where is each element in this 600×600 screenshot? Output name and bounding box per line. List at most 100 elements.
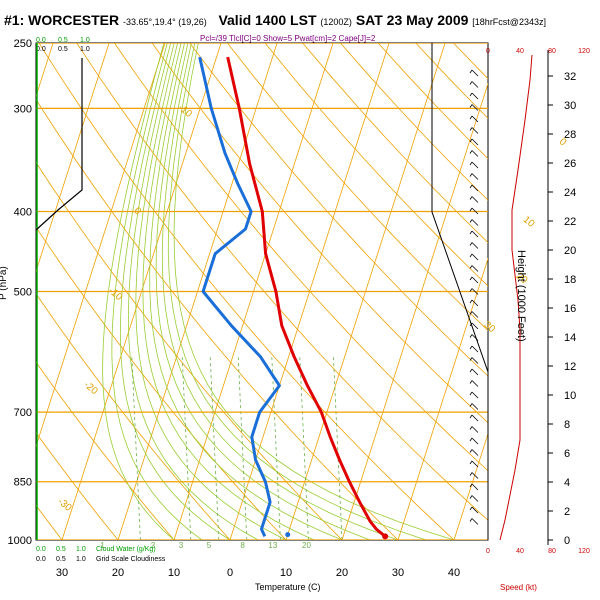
series-line-dewpoint <box>198 56 281 538</box>
isotherm-line <box>453 432 488 540</box>
x-axis-label: Temperature (C) <box>255 582 321 592</box>
wind-barb <box>469 69 479 77</box>
top-green-tick: 0.5 <box>58 37 68 44</box>
skew-temp-label: 0 <box>132 205 144 217</box>
top-black-tick: 1.0 <box>80 46 90 53</box>
wind-barb <box>469 299 479 307</box>
title-valid: Valid 1400 LST <box>218 12 317 28</box>
wind-barb <box>469 184 479 192</box>
mixing-ratio-line <box>131 356 141 540</box>
height-axis-label: Height (1000 Feet) <box>515 250 527 342</box>
speed-tick-bottom: 40 <box>516 548 524 555</box>
wind-speed-line <box>499 54 533 541</box>
title-utc: (1200Z) <box>320 17 352 27</box>
grid-cloudiness-tick: 0.0 <box>36 556 46 563</box>
wind-barb <box>469 518 479 525</box>
mixing-ratio-label: 13 <box>268 541 277 550</box>
speed-tick-bottom: 80 <box>548 548 556 555</box>
cloud-water-tick: 1.0 <box>76 546 86 553</box>
height-tick-label: 32 <box>564 71 576 83</box>
height-tick-label: 30 <box>564 100 576 112</box>
y-tick-label: 1000 <box>8 535 32 547</box>
dry-adiabat-line <box>38 43 455 540</box>
wind-barb <box>469 403 479 410</box>
title-coords: -33.65°,19.4° (19,26) <box>123 17 207 27</box>
mixing-ratio-line <box>299 356 309 540</box>
wind-barb <box>469 345 479 353</box>
wind-barb <box>469 104 479 111</box>
top-black-tick: 0.5 <box>58 46 68 53</box>
y-axis-label: P (hPa) <box>0 266 9 300</box>
grid-cloudiness-tick: 0.5 <box>56 556 66 563</box>
skew-temp-label: 0 <box>557 136 569 148</box>
cloudiness-line <box>35 58 83 231</box>
wind-barb <box>469 357 479 364</box>
dry-adiabat-line <box>36 361 175 540</box>
moist-adiabat-line <box>173 43 455 540</box>
wind-barb <box>469 483 479 491</box>
dry-adiabat-line <box>302 43 488 244</box>
y-tick-label: 250 <box>14 38 32 50</box>
dry-adiabat-line <box>529 43 600 540</box>
speed-tick-top: 80 <box>548 48 556 55</box>
wind-barb <box>469 253 479 261</box>
series-line-temperature <box>226 56 387 538</box>
mixing-ratio-line <box>333 356 343 540</box>
x-tick-label: 10 <box>280 567 292 579</box>
x-tick-label: 10 <box>168 567 180 579</box>
wind-barb <box>469 368 479 376</box>
chart-subtitle: Pcl=/39 Tlcl[C]=0 Show=5 Pwat[cm]=2 Cape… <box>200 34 376 43</box>
moist-adiabat-line <box>149 43 343 540</box>
dry-adiabat-line <box>340 43 488 201</box>
speed-tick-top: 40 <box>516 48 524 55</box>
title-date: SAT 23 May 2009 <box>355 12 469 28</box>
moist-adiabat-line <box>167 43 427 540</box>
height-tick-label: 26 <box>564 158 576 170</box>
wind-barb <box>469 311 479 318</box>
x-tick-label: 40 <box>448 567 460 579</box>
height-tick-label: 2 <box>564 506 570 518</box>
wind-barb <box>469 276 479 284</box>
mixing-ratio-label: 8 <box>240 541 245 550</box>
height-tick-label: 24 <box>564 187 576 199</box>
cloud-water-tick: 0.5 <box>56 546 66 553</box>
wind-barb <box>469 127 479 134</box>
height-tick-label: 28 <box>564 129 576 141</box>
wind-barb <box>469 230 479 238</box>
height-tick-label: 18 <box>564 274 576 286</box>
height-tick-label: 20 <box>564 245 576 257</box>
y-tick-label: 700 <box>14 407 32 419</box>
moist-adiabat-line <box>142 43 315 540</box>
wind-barb <box>469 472 479 479</box>
mixing-ratio-label: 20 <box>302 541 311 550</box>
moist-adiabat-line <box>111 43 203 540</box>
mixing-ratio-label: 5 <box>207 541 212 550</box>
wind-barb <box>469 437 479 445</box>
x-tick-label: 30 <box>56 567 68 579</box>
cloud-water-label: Cloud Water (g/Kg) <box>96 546 156 553</box>
height-tick-label: 10 <box>564 390 576 402</box>
x-tick-label: 20 <box>336 567 348 579</box>
grid-cloudiness-label: Grid Scale Cloudiness <box>96 556 166 563</box>
dry-adiabat-line <box>566 43 600 540</box>
dry-adiabat-line <box>264 43 488 287</box>
mixing-ratio-line <box>237 356 248 540</box>
speed-tick-top: 0 <box>486 48 490 55</box>
moist-adiabat-line <box>119 43 231 540</box>
dry-adiabat-line <box>36 432 119 540</box>
height-tick-label: 22 <box>564 216 576 228</box>
dry-adiabat-line <box>151 43 488 424</box>
chart-title: #1: WORCESTER -33.65°,19.4° (19,26) Vali… <box>4 12 546 28</box>
wind-barb <box>469 495 479 502</box>
dry-adiabat-line <box>189 43 488 377</box>
speed-tick-bottom: 0 <box>486 548 490 555</box>
x-tick-label: 20 <box>112 567 124 579</box>
wind-barb <box>469 288 479 295</box>
y-tick-label: 300 <box>14 103 32 115</box>
parcel-point <box>285 532 291 538</box>
height-tick-label: 0 <box>564 535 570 547</box>
y-tick-label: 850 <box>14 477 32 489</box>
x-tick-label: 0 <box>227 567 233 579</box>
mixing-ratio-line <box>271 356 281 540</box>
wind-barb <box>469 115 479 123</box>
